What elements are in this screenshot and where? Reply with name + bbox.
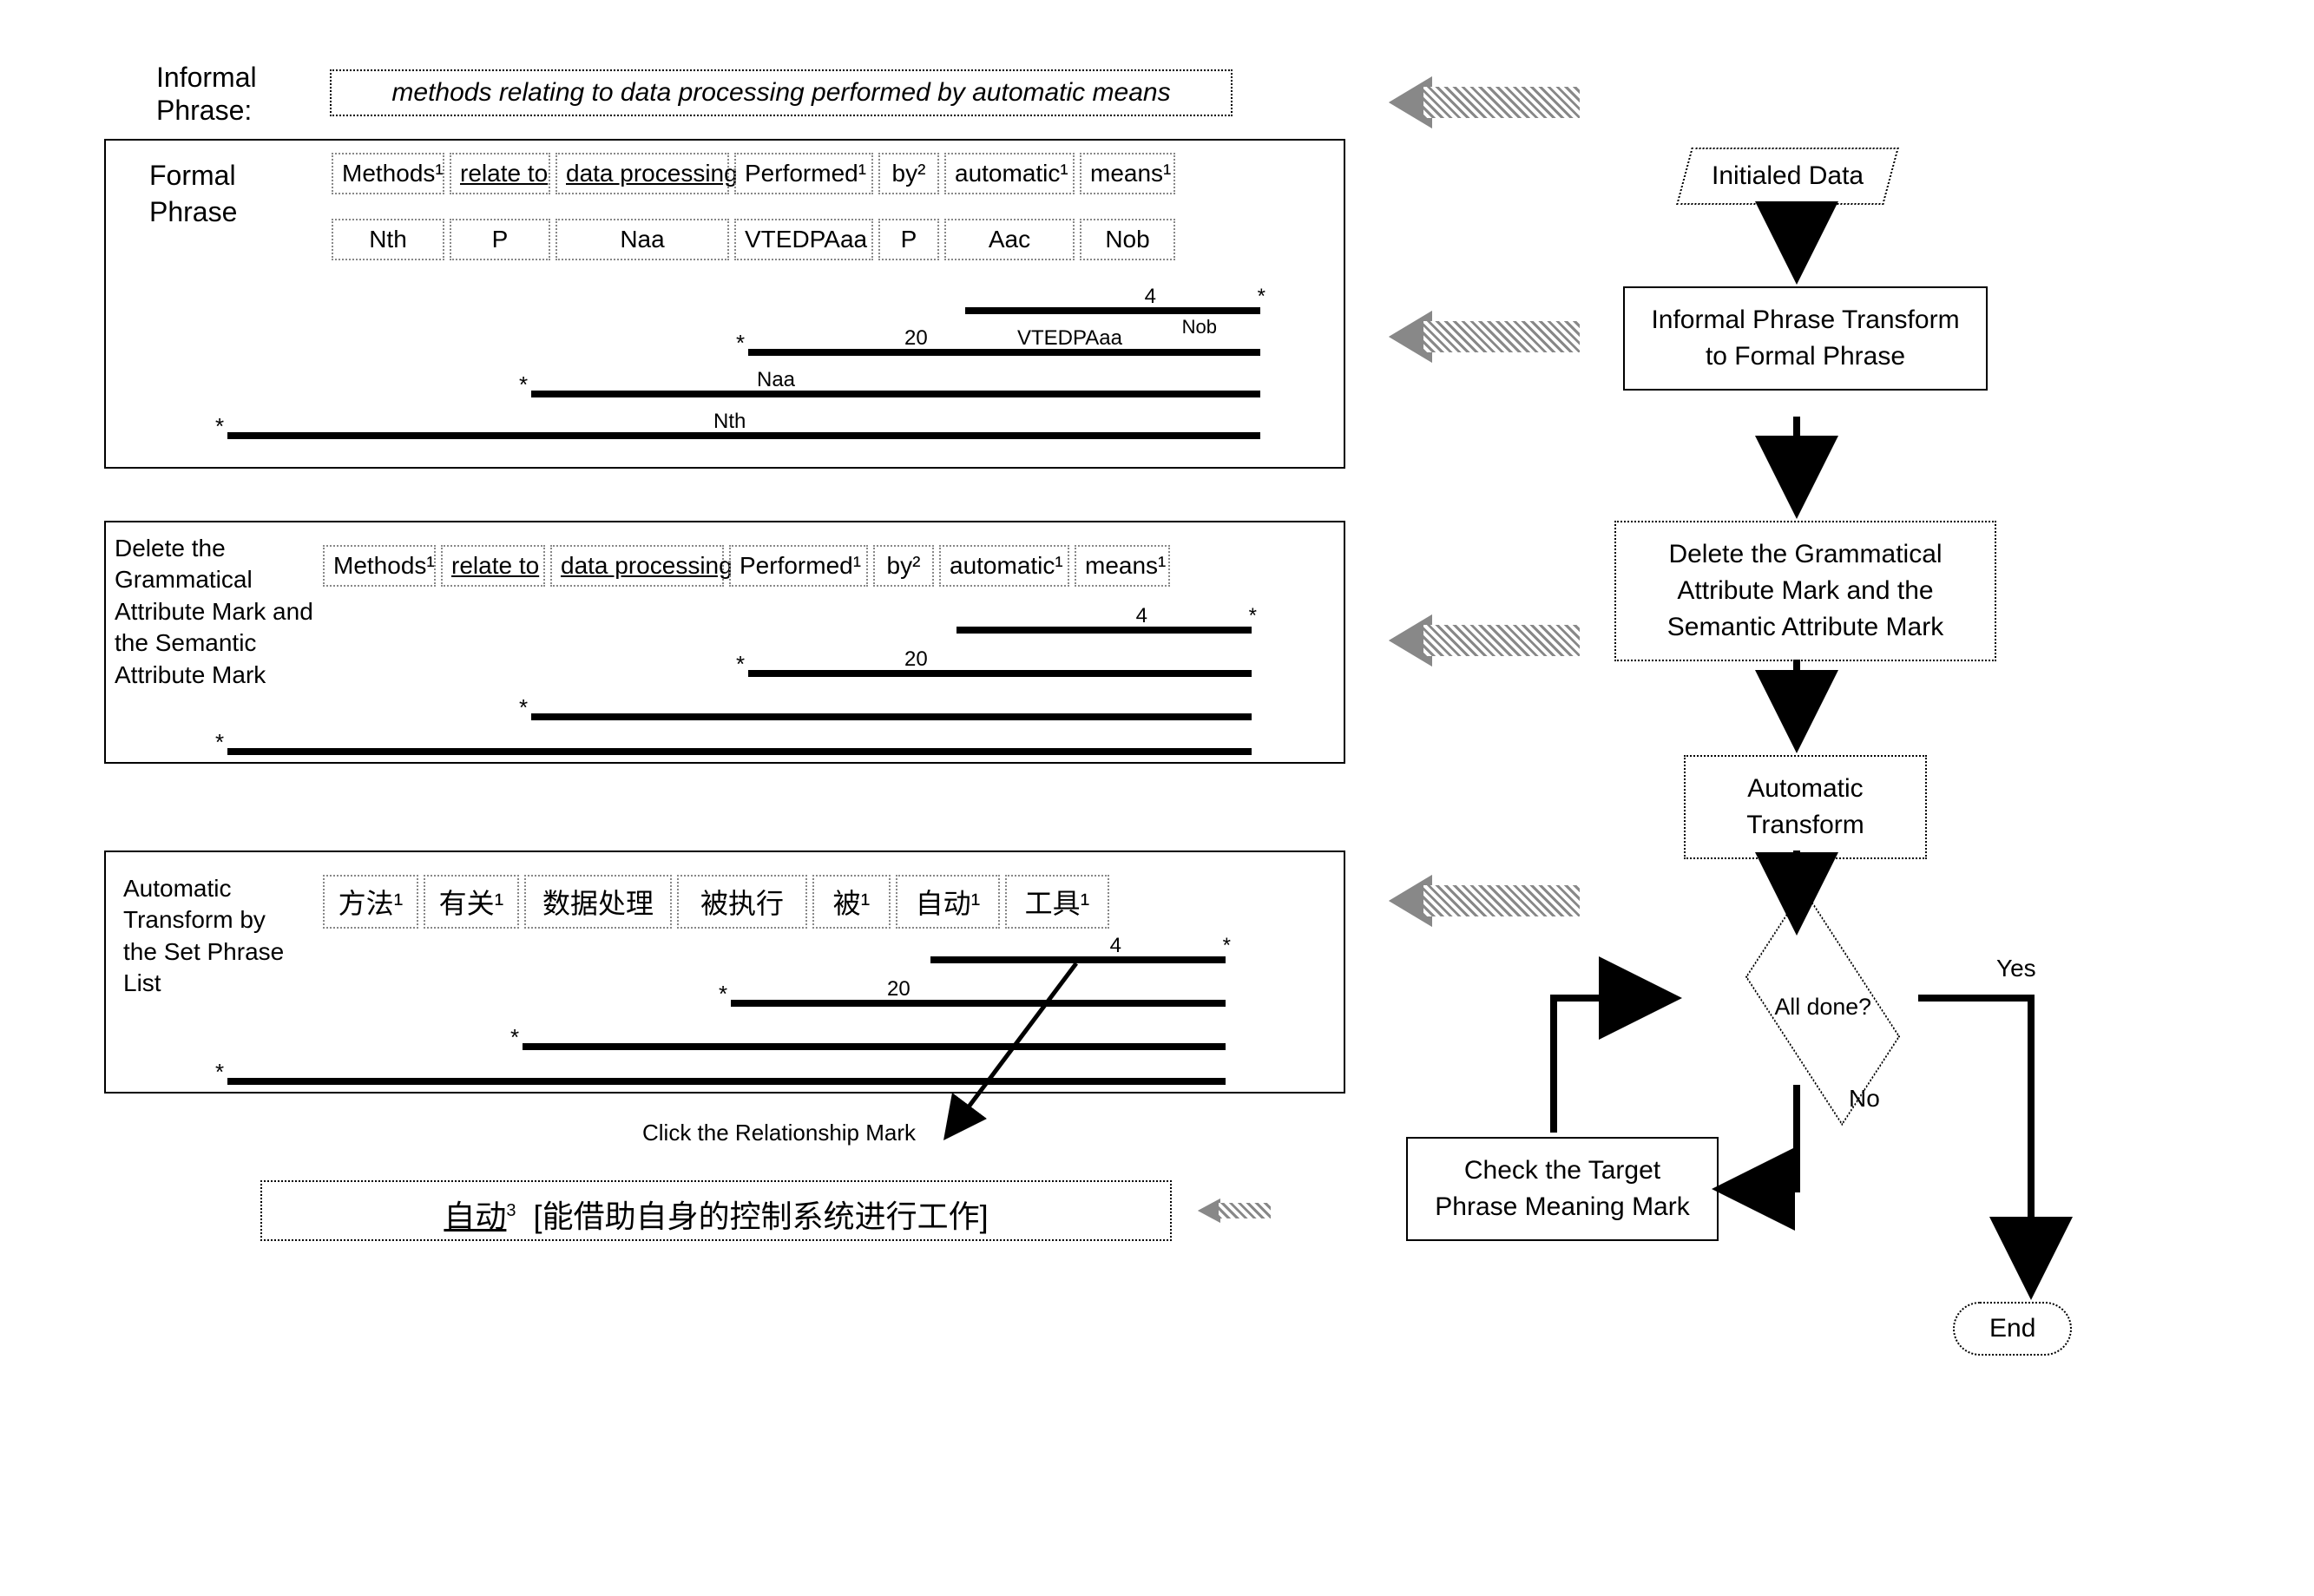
token: by² — [878, 153, 939, 194]
token: 被¹ — [812, 875, 891, 929]
formal-tag-row: Nth P Naa VTEDPAaa P Aac Nob — [332, 219, 1175, 260]
click-label: Click the Relationship Mark — [642, 1120, 916, 1146]
token: Methods¹ — [332, 153, 444, 194]
formal-phrase-panel: Formal Phrase Methods¹ relate to data pr… — [104, 139, 1345, 469]
auto-panel-label: Automatic Transform by the Set Phrase Li… — [123, 873, 306, 1000]
token: 数据处理 — [524, 875, 672, 929]
token: data processing — [555, 153, 729, 194]
token: 被执行 — [677, 875, 807, 929]
token: relate to — [450, 153, 550, 194]
tag: P — [878, 219, 939, 260]
span-bar — [523, 1043, 1226, 1050]
delete-panel-label: Delete the Grammatical Attribute Mark an… — [115, 533, 314, 691]
token: 自动¹ — [896, 875, 1000, 929]
span-bar: 4*Nob — [965, 307, 1260, 314]
result-content: 能借助自身的控制系统进行工作 — [542, 1199, 980, 1234]
span-bar: Nth — [227, 432, 1260, 439]
token: automatic¹ — [944, 153, 1075, 194]
click-arrow — [920, 955, 1111, 1154]
token: Performed¹ — [734, 153, 873, 194]
span-bar: 20 — [748, 670, 1252, 677]
diagram-canvas: { "informal_phrase": { "label": "Informa… — [35, 35, 2279, 1561]
token: means¹ — [1075, 545, 1170, 587]
token: 工具¹ — [1005, 875, 1109, 929]
token: Performed¹ — [729, 545, 868, 587]
informal-phrase-box: methods relating to data processing perf… — [330, 69, 1233, 116]
token: Methods¹ — [323, 545, 436, 587]
auto-panel: Automatic Transform by the Set Phrase Li… — [104, 851, 1345, 1094]
token: data processing — [550, 545, 724, 587]
informal-phrase-label: Informal Phrase: — [156, 61, 321, 128]
span-bar: 20VTEDPAaa — [748, 349, 1260, 356]
span-bar: 4* — [956, 627, 1252, 634]
result-prefix: 自动 — [444, 1199, 506, 1234]
token: automatic¹ — [939, 545, 1069, 587]
formal-phrase-label: Formal Phrase — [149, 158, 288, 230]
auto-token-row: 方法¹ 有关¹ 数据处理 被执行 被¹ 自动¹ 工具¹ — [323, 875, 1109, 929]
token: relate to — [441, 545, 545, 587]
tag: VTEDPAaa — [734, 219, 873, 260]
tag: Aac — [944, 219, 1075, 260]
result-box: 自动3 [能借助自身的控制系统进行工作] — [260, 1180, 1172, 1241]
formal-token-row: Methods¹ relate to data processing Perfo… — [332, 153, 1175, 194]
token: 有关¹ — [424, 875, 519, 929]
token: 方法¹ — [323, 875, 418, 929]
token: by² — [873, 545, 934, 587]
delete-panel: Delete the Grammatical Attribute Mark an… — [104, 521, 1345, 764]
tag: P — [450, 219, 550, 260]
span-bar: Naa — [531, 391, 1260, 397]
flowchart-arrows — [1380, 139, 2161, 1397]
tag: Nob — [1080, 219, 1175, 260]
span-bar — [227, 748, 1252, 755]
token: means¹ — [1080, 153, 1175, 194]
tag: Nth — [332, 219, 444, 260]
tag: Naa — [555, 219, 729, 260]
delete-token-row: Methods¹ relate to data processing Perfo… — [323, 545, 1170, 587]
span-bar — [531, 713, 1252, 720]
